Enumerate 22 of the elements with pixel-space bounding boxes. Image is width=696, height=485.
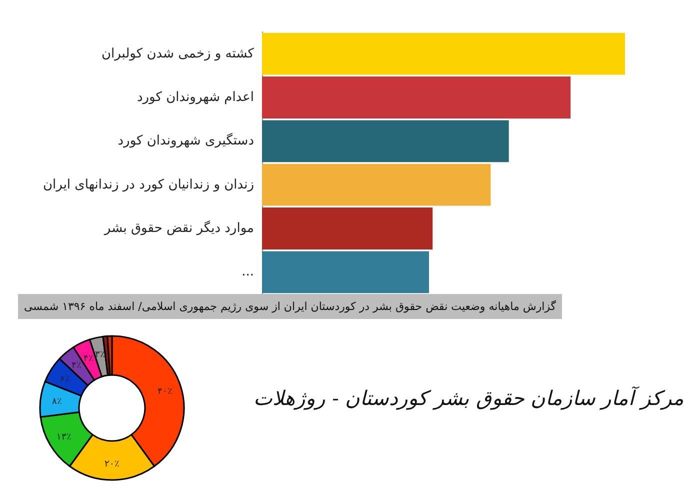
data-label: ۴٪ — [83, 352, 94, 363]
y-tick-label: کشته و زخمی شدن کولبران — [101, 46, 255, 62]
text: گزارش ماهیانه وضعیت نقض حقوق بشر در کوردستان ایران از سوی رژیم جمهوری اسلامی/ اسفند ماه ۱۳۹۶ شمسی — [24, 300, 557, 313]
data-label: ۸٪ — [52, 396, 62, 406]
data-label: ۱۳٪ — [56, 431, 72, 442]
data-label: ۳٪ — [94, 348, 105, 359]
data-label: ۲۰٪ — [104, 458, 120, 468]
bar — [262, 208, 433, 250]
data-label: ۴٪ — [72, 360, 82, 370]
bar — [262, 120, 509, 162]
bar — [262, 76, 571, 118]
data-label: ۴۰٪ — [157, 386, 172, 396]
bar — [262, 251, 429, 294]
bar — [262, 164, 491, 206]
y-tick-label: دستگیری شهروندان کورد — [118, 132, 254, 149]
y-tick-label: اعدام شهروندان کورد — [136, 90, 254, 105]
y-tick-label: زندان و زندانیان کورد در زندانهای ایران — [42, 177, 254, 192]
bar — [262, 32, 625, 75]
data-label: ۶٪ — [60, 373, 70, 384]
text: مرکز آمار سازمان حقوق بشر کوردستان - روژهلات — [254, 386, 684, 410]
y-tick-label: موارد دیگر نقض حقوق بشر — [103, 220, 254, 236]
y-tick-label: ... — [242, 264, 254, 280]
